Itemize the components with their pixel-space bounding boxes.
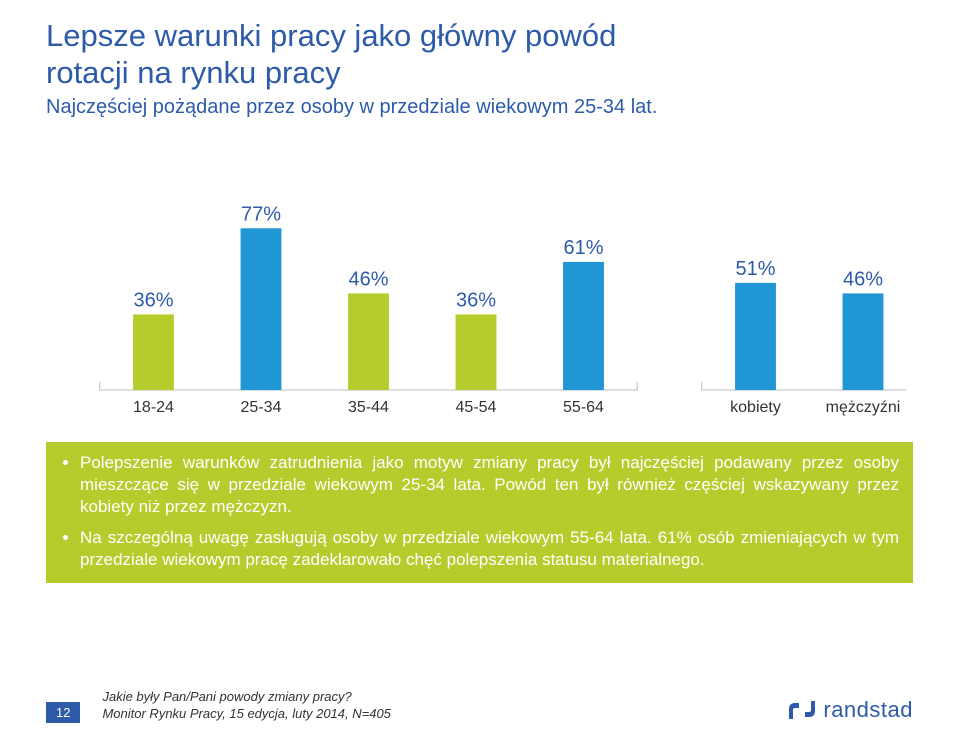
page-number: 12 — [46, 702, 80, 723]
randstad-logo: randstad — [787, 697, 913, 723]
footer: 12 Jakie były Pan/Pani powody zmiany pra… — [46, 689, 913, 723]
bar — [735, 283, 776, 390]
bar-category-label: 55-64 — [563, 399, 604, 416]
bar-chart-svg: 36% 18-24 77% 25-34 46% 35-44 36% 45-54 61% 55-64… — [46, 150, 906, 420]
bar — [456, 315, 497, 391]
source-line-2: Monitor Rynku Pracy, 15 edycja, luty 201… — [102, 706, 390, 721]
bar — [241, 228, 282, 390]
footer-left: 12 Jakie były Pan/Pani powody zmiany pra… — [46, 689, 391, 723]
logo-text: randstad — [823, 697, 913, 723]
bar-category-label: 45-54 — [456, 399, 497, 416]
bullet-item: Na szczególną uwagę zasługują osoby w pr… — [80, 527, 899, 571]
source-line-1: Jakie były Pan/Pani powody zmiany pracy? — [102, 689, 351, 704]
bar — [133, 315, 174, 391]
slide-title: Lepsze warunki pracy jako główny powód r… — [46, 18, 913, 91]
bar-chart: 36% 18-24 77% 25-34 46% 35-44 36% 45-54 61% 55-64… — [46, 150, 913, 420]
slide: Lepsze warunki pracy jako główny powód r… — [0, 0, 959, 741]
bar — [843, 294, 884, 391]
bar — [348, 294, 389, 391]
bar-value-label: 61% — [563, 237, 603, 259]
randstad-logo-icon — [787, 699, 817, 721]
bar-value-label: 36% — [456, 290, 496, 312]
bar-value-label: 46% — [348, 269, 388, 291]
bar-value-label: 46% — [843, 269, 883, 291]
bullet-item: Polepszenie warunków zatrudnienia jako m… — [80, 452, 899, 517]
bar-category-label: 35-44 — [348, 399, 389, 416]
title-line-2: rotacji na rynku pracy — [46, 55, 341, 90]
bar-category-label: 25-34 — [241, 399, 282, 416]
slide-subtitle: Najczęściej pożądane przez osoby w przed… — [46, 95, 913, 120]
bar — [563, 262, 604, 390]
bullets-box: Polepszenie warunków zatrudnienia jako m… — [46, 442, 913, 583]
bar-value-label: 36% — [133, 290, 173, 312]
bar-category-label: 18-24 — [133, 399, 174, 416]
title-line-1: Lepsze warunki pracy jako główny powód — [46, 18, 616, 53]
bar-value-label: 77% — [241, 203, 281, 225]
bar-category-label: mężczyźni — [826, 399, 901, 416]
bar-category-label: kobiety — [730, 399, 781, 416]
bar-value-label: 51% — [735, 258, 775, 280]
footer-source: Jakie były Pan/Pani powody zmiany pracy?… — [102, 689, 390, 723]
